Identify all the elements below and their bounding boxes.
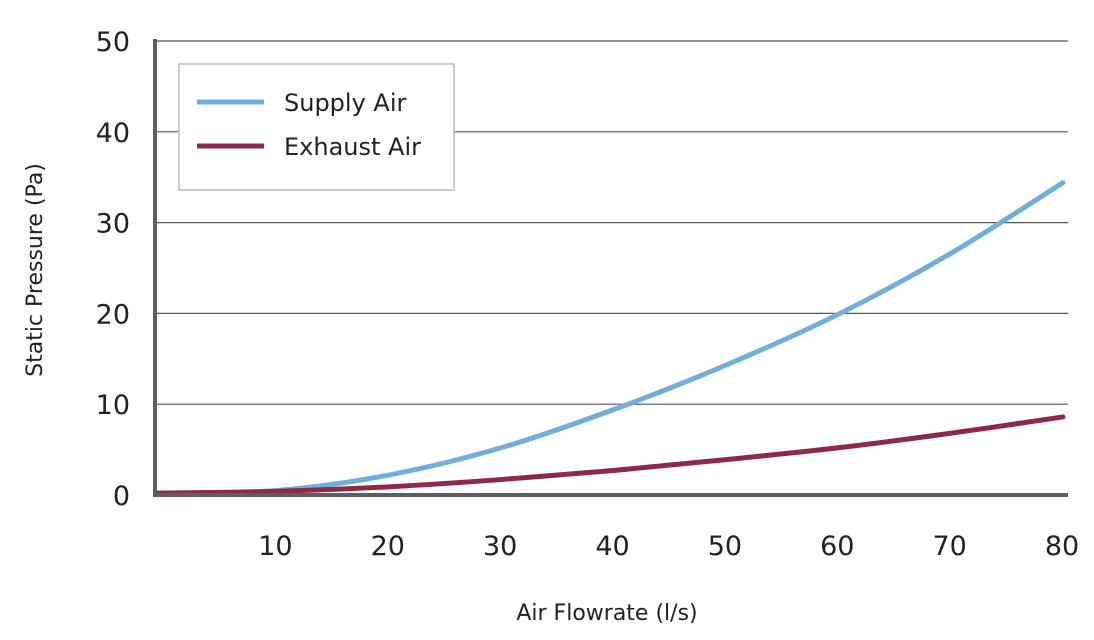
legend-label-supply: Supply Air <box>284 89 407 117</box>
legend-label-exhaust: Exhaust Air <box>284 133 421 161</box>
x-tick-label: 50 <box>708 531 742 562</box>
x-axis-label: Air Flowrate (l/s) <box>516 601 697 626</box>
x-tick-label: 30 <box>483 531 517 562</box>
y-tick-label: 0 <box>113 481 130 512</box>
y-axis-label: Static Pressure (Pa) <box>23 163 48 377</box>
y-tick-label: 40 <box>96 118 130 149</box>
y-tick-label: 30 <box>96 209 130 240</box>
x-tick-label: 80 <box>1045 531 1079 562</box>
series-line-exhaust-air <box>153 414 1066 496</box>
x-tick-label: 40 <box>595 531 629 562</box>
series-line-supply-air <box>153 180 1066 496</box>
y-tick-label: 10 <box>96 390 130 421</box>
x-tick-label: 70 <box>932 531 966 562</box>
x-tick-label: 20 <box>371 531 405 562</box>
x-tick-label: 60 <box>820 531 854 562</box>
x-tick-label: 10 <box>258 531 292 562</box>
y-tick-label: 20 <box>96 299 130 330</box>
y-tick-label: 50 <box>96 27 130 58</box>
legend-box <box>178 63 455 191</box>
